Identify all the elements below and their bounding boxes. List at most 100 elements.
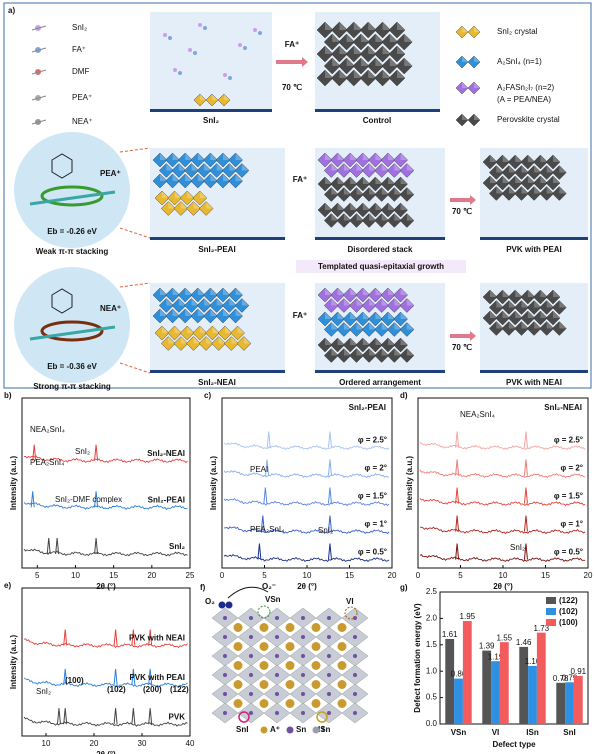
- a-site: [233, 661, 243, 670]
- octahedron-face: [243, 336, 251, 344]
- y-tick-label: 1.5: [426, 640, 438, 649]
- trace-label: φ = 1.5°: [554, 492, 583, 501]
- octahedron-face: [337, 288, 345, 295]
- a-site: [311, 699, 321, 708]
- octahedron-face: [540, 155, 548, 162]
- octahedron: [387, 322, 402, 337]
- octahedron-face: [394, 213, 402, 221]
- box-label: SnI₂-NEAI: [198, 378, 236, 387]
- octahedron: [184, 163, 199, 178]
- octahedron-face: [331, 298, 339, 306]
- trace-baseline: [419, 554, 585, 562]
- octahedron: [507, 175, 523, 191]
- y-axis-title: Intensity (a.u.): [9, 635, 18, 690]
- octahedron: [192, 325, 208, 341]
- octahedron: [374, 348, 389, 363]
- octahedron-face: [353, 70, 362, 78]
- plot-frame: [417, 397, 589, 569]
- molecule-chain: [29, 325, 116, 341]
- sn-atom: [327, 654, 331, 658]
- octahedron: [228, 152, 243, 168]
- octahedron: [330, 176, 345, 192]
- ring: [51, 153, 73, 179]
- octahedron-face: [394, 298, 402, 306]
- legend-label: I: [322, 725, 324, 734]
- octahedron: [381, 57, 399, 75]
- sn-atom: [223, 635, 227, 639]
- guide-line: [119, 227, 151, 239]
- defect-marker: [344, 606, 358, 620]
- sn-atom: [223, 654, 227, 658]
- octahedron-face: [204, 163, 212, 171]
- octahedron-face: [185, 153, 193, 160]
- octahedron-face: [521, 165, 529, 173]
- a-site: [259, 699, 269, 708]
- substrate: [315, 237, 445, 240]
- octahedron: [455, 81, 469, 95]
- x-tick-label: 15: [541, 571, 550, 580]
- octahedron-face: [197, 174, 205, 181]
- bar: [536, 632, 546, 724]
- a-site: [233, 623, 243, 632]
- octahedron-face: [502, 290, 510, 297]
- sn-atom: [301, 711, 305, 715]
- octahedron: [349, 187, 364, 202]
- defect-label: SnI: [236, 725, 248, 734]
- octahedron-face: [388, 338, 395, 345]
- molecule-halo: [14, 132, 130, 248]
- ring: [51, 288, 73, 314]
- trace-label: φ = 2°: [365, 464, 388, 473]
- octahedron: [387, 163, 402, 178]
- octahedron: [177, 152, 193, 168]
- molecule: [163, 33, 167, 37]
- octahedron-face: [325, 177, 332, 184]
- x-tick-label: 0: [220, 571, 225, 580]
- peak: [260, 515, 265, 532]
- x-tick-label: 15: [109, 571, 118, 580]
- octahedron: [338, 33, 355, 51]
- trace-label: φ = 0.5°: [358, 548, 387, 557]
- octahedron: [211, 336, 226, 351]
- sn-atom: [223, 616, 227, 620]
- octahedron: [467, 113, 481, 127]
- x-tick-label: 40: [186, 739, 195, 748]
- octahedron: [387, 187, 402, 202]
- octahedron: [368, 202, 383, 218]
- octahedron-face: [180, 201, 188, 209]
- stacking-label: Strong π-π stacking: [33, 382, 111, 391]
- arrow-head: [470, 195, 476, 205]
- octahedron: [205, 93, 219, 107]
- octahedron: [501, 165, 517, 180]
- octahedron-face: [339, 46, 348, 54]
- octahedron-face: [496, 165, 504, 173]
- octahedron: [154, 325, 170, 341]
- octahedron: [359, 69, 377, 87]
- octahedron-face: [206, 201, 214, 209]
- octahedron: [349, 348, 364, 363]
- octahedron-face: [559, 186, 567, 194]
- octahedron: [367, 57, 384, 75]
- box-label: SnI₂-PEAI: [198, 245, 235, 254]
- octahedron: [545, 310, 561, 326]
- octahedron-face: [162, 191, 169, 198]
- octahedron: [395, 57, 413, 75]
- octahedron-face: [388, 288, 395, 295]
- octahedron-face: [325, 338, 332, 345]
- a-site: [233, 642, 243, 651]
- octahedron: [230, 325, 245, 341]
- octahedron: [501, 186, 517, 201]
- value-label: 0.86: [451, 670, 467, 679]
- bar: [556, 682, 566, 724]
- octahedron-face: [515, 311, 523, 318]
- octahedron-face: [394, 322, 402, 330]
- panel-label: e): [4, 581, 11, 590]
- octahedron-face: [474, 82, 480, 88]
- octahedron: [198, 201, 214, 216]
- octahedron: [361, 348, 377, 363]
- octahedron: [330, 287, 345, 303]
- octahedron-face: [361, 34, 369, 42]
- molecule: [258, 31, 262, 35]
- sn-atom: [249, 616, 253, 620]
- annotation: NEA₂SnI₄: [460, 410, 495, 419]
- octahedron-face: [508, 186, 516, 194]
